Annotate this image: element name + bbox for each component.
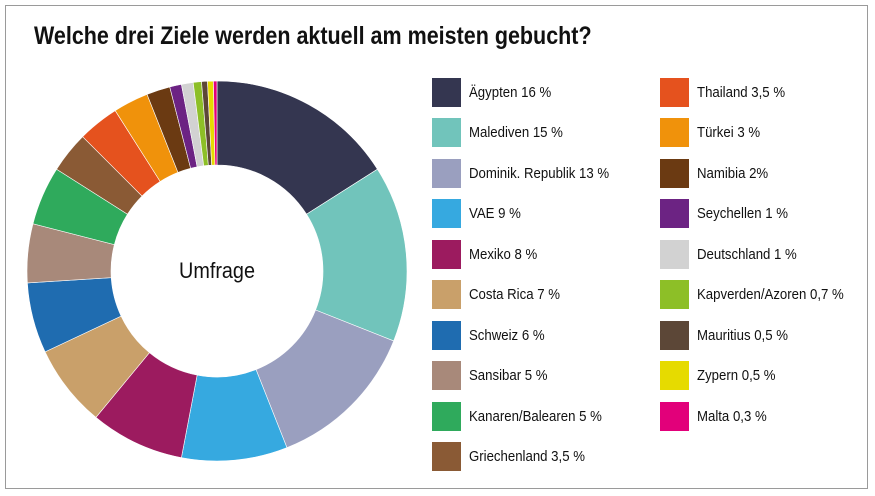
legend-label: Mexiko 8 % — [469, 245, 538, 263]
legend-item: Mauritius 0,5 % — [660, 320, 800, 350]
legend-swatch — [432, 158, 461, 188]
legend-swatch — [432, 442, 461, 471]
legend-swatch — [660, 77, 689, 107]
legend-swatch — [660, 199, 689, 228]
legend-label: VAE 9 % — [469, 205, 521, 222]
legend-swatch — [432, 401, 461, 431]
legend-swatch — [432, 361, 461, 390]
legend-swatch — [432, 77, 461, 107]
legend-swatch — [432, 239, 461, 269]
legend-label: Costa Rica 7 % — [469, 286, 560, 303]
legend-swatch — [432, 199, 461, 228]
legend-label: Malta 0,3 % — [697, 407, 767, 425]
legend-item: Griechenland 3,5 % — [432, 442, 601, 472]
legend-label: Thailand 3,5 % — [697, 83, 786, 101]
legend-label: Kanaren/Balearen 5 % — [469, 407, 602, 425]
legend-swatch — [660, 239, 689, 269]
chart-frame — [5, 5, 868, 489]
legend-label: Deutschland 1 % — [697, 245, 797, 263]
legend-label: Zypern 0,5 % — [697, 367, 776, 384]
legend-swatch — [660, 118, 689, 147]
legend-swatch — [660, 401, 689, 431]
legend-label: Kapverden/Azoren 0,7 % — [697, 286, 844, 303]
legend-item: Costa Rica 7 % — [432, 280, 572, 310]
legend-item: Zypern 0,5 % — [660, 361, 786, 391]
legend-item: Sansibar 5 % — [432, 361, 558, 391]
legend-label: Mauritius 0,5 % — [697, 326, 788, 344]
legend-label: Schweiz 6 % — [469, 326, 545, 344]
legend-swatch — [432, 118, 461, 147]
legend-label: Seychellen 1 % — [697, 205, 788, 222]
chart-title: Welche drei Ziele werden aktuell am meis… — [34, 22, 592, 50]
legend-item: Schweiz 6 % — [432, 320, 555, 350]
legend-swatch — [660, 320, 689, 350]
legend-item: Malediven 15 % — [432, 118, 576, 148]
legend-item: VAE 9 % — [432, 199, 528, 229]
legend-swatch — [660, 361, 689, 390]
legend-item: Dominik. Republik 13 % — [432, 158, 628, 188]
donut-center-label: Umfrage — [179, 258, 255, 283]
legend-label: Sansibar 5 % — [469, 367, 548, 384]
legend-item: Türkei 3 % — [660, 118, 769, 148]
legend-swatch — [432, 320, 461, 350]
legend-label: Ägypten 16 % — [469, 83, 552, 101]
legend-swatch — [660, 280, 689, 309]
legend-item: Deutschland 1 % — [660, 239, 810, 269]
legend-item: Malta 0,3 % — [660, 401, 776, 431]
legend-item: Thailand 3,5 % — [660, 77, 797, 107]
legend-item: Kanaren/Balearen 5 % — [432, 401, 620, 431]
legend-label: Dominik. Republik 13 % — [469, 164, 610, 182]
legend-item: Mexiko 8 % — [432, 239, 547, 269]
legend-item: Ägypten 16 % — [432, 77, 562, 107]
donut-slice-malta — [213, 80, 218, 166]
legend-swatch — [660, 158, 689, 188]
legend-label: Namibia 2% — [697, 164, 769, 182]
legend-swatch — [432, 280, 461, 309]
legend-item: Kapverden/Azoren 0,7 % — [660, 280, 864, 310]
legend-label: Türkei 3 % — [697, 124, 761, 141]
legend-item: Seychellen 1 % — [660, 199, 800, 229]
legend-item: Namibia 2% — [660, 158, 778, 188]
legend-label: Griechenland 3,5 % — [469, 448, 585, 465]
legend-label: Malediven 15 % — [469, 124, 563, 141]
